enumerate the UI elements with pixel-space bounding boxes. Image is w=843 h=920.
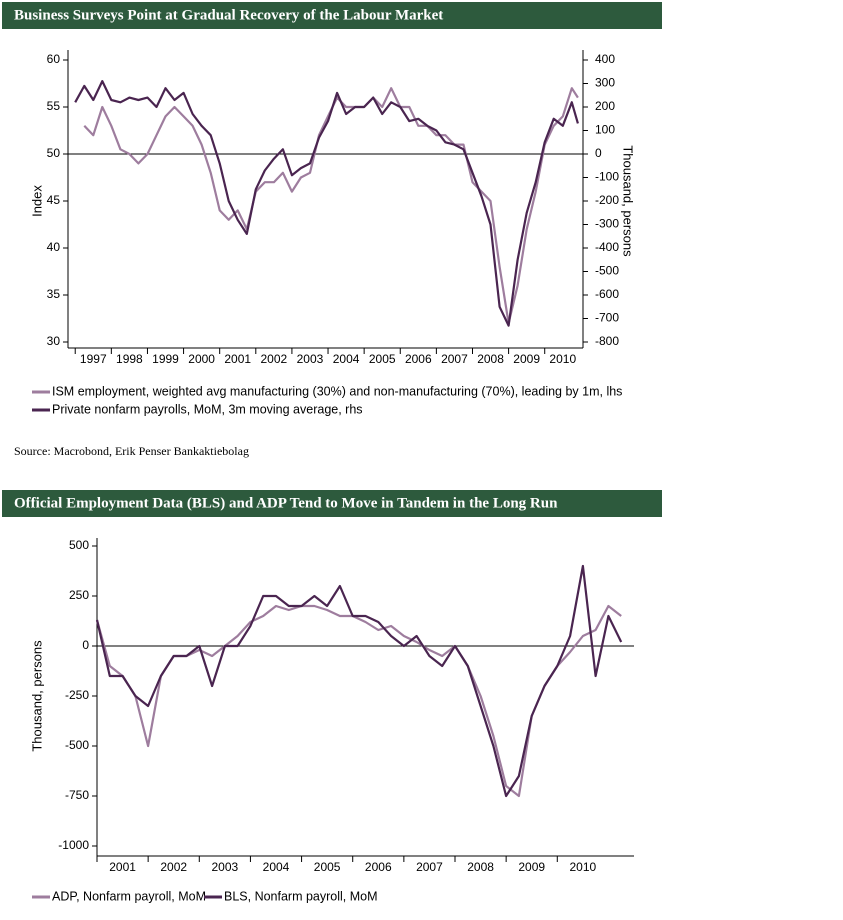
x-tick-label: 2009 <box>518 860 545 874</box>
legend-label: BLS, Nonfarm payroll, MoM <box>224 889 378 903</box>
y-tick-label: -500 <box>65 738 89 752</box>
x-tick-label: 2010 <box>549 352 576 366</box>
x-tick-label: 2005 <box>314 860 341 874</box>
y-tick-label: 35 <box>47 287 61 301</box>
y2-tick-label: -100 <box>595 170 619 184</box>
series-line <box>95 564 623 798</box>
y2-tick-label: 200 <box>595 99 615 113</box>
y-tick-label: 0 <box>82 638 89 652</box>
y-tick-label: 55 <box>47 99 61 113</box>
x-tick-label: 2010 <box>570 860 597 874</box>
series-line <box>74 80 579 327</box>
y-tick-label: 50 <box>47 146 61 160</box>
y2-tick-label: 0 <box>595 146 602 160</box>
y2-tick-label: -700 <box>595 311 619 325</box>
y-tick-label: -1000 <box>58 838 89 852</box>
x-tick-label: 2003 <box>297 352 324 366</box>
y2-tick-label: 400 <box>595 52 615 66</box>
series-line <box>83 87 579 325</box>
y-tick-label: 45 <box>47 193 61 207</box>
y2-tick-label: -500 <box>595 264 619 278</box>
chart-title: Business Surveys Point at Gradual Recove… <box>14 7 443 23</box>
x-tick-label: 1999 <box>152 352 179 366</box>
y-tick-label: 250 <box>69 588 89 602</box>
y-tick-label: -750 <box>65 788 89 802</box>
x-tick-label: 2005 <box>369 352 396 366</box>
series-line <box>95 604 622 798</box>
y-tick-label: 60 <box>47 52 61 66</box>
y2-tick-label: -400 <box>595 240 619 254</box>
y2-tick-label: 100 <box>595 123 615 137</box>
y-axis-label: Thousand, persons <box>29 640 44 752</box>
x-tick-label: 2002 <box>261 352 288 366</box>
y2-tick-label: -800 <box>595 334 619 348</box>
x-tick-label: 1997 <box>80 352 107 366</box>
y2-tick-label: -200 <box>595 193 619 207</box>
y2-tick-label: -600 <box>595 287 619 301</box>
legend-label: ADP, Nonfarm payroll, MoM <box>52 889 206 903</box>
x-tick-label: 2008 <box>477 352 504 366</box>
x-tick-label: 2001 <box>109 860 136 874</box>
y-tick-label: -250 <box>65 688 89 702</box>
legend-label: ISM employment, weighted avg manufacturi… <box>52 384 622 398</box>
x-tick-label: 2006 <box>405 352 432 366</box>
y2-tick-label: 300 <box>595 76 615 90</box>
y-tick-label: 40 <box>47 240 61 254</box>
x-tick-label: 2006 <box>365 860 392 874</box>
y-tick-label: 30 <box>47 334 61 348</box>
chart-title: Official Employment Data (BLS) and ADP T… <box>14 495 558 511</box>
x-tick-label: 2009 <box>513 352 540 366</box>
x-tick-label: 2003 <box>212 860 239 874</box>
y2-tick-label: -300 <box>595 217 619 231</box>
x-tick-label: 2008 <box>467 860 494 874</box>
source-note: Source: Macrobond, Erik Penser Bankaktie… <box>14 444 249 458</box>
title-banner <box>2 2 662 29</box>
title-banner <box>2 490 662 517</box>
x-tick-label: 2004 <box>263 860 290 874</box>
x-tick-label: 2001 <box>224 352 251 366</box>
x-tick-label: 1998 <box>116 352 143 366</box>
y-axis-label: Index <box>29 185 44 217</box>
x-tick-label: 2000 <box>188 352 215 366</box>
x-tick-label: 2002 <box>160 860 187 874</box>
legend-label: Private nonfarm payrolls, MoM, 3m moving… <box>52 402 363 416</box>
x-tick-label: 2007 <box>416 860 443 874</box>
x-tick-label: 2007 <box>441 352 468 366</box>
y2-axis-label: Thousand, persons <box>621 145 636 257</box>
y-tick-label: 500 <box>69 538 89 552</box>
x-tick-label: 2004 <box>333 352 360 366</box>
